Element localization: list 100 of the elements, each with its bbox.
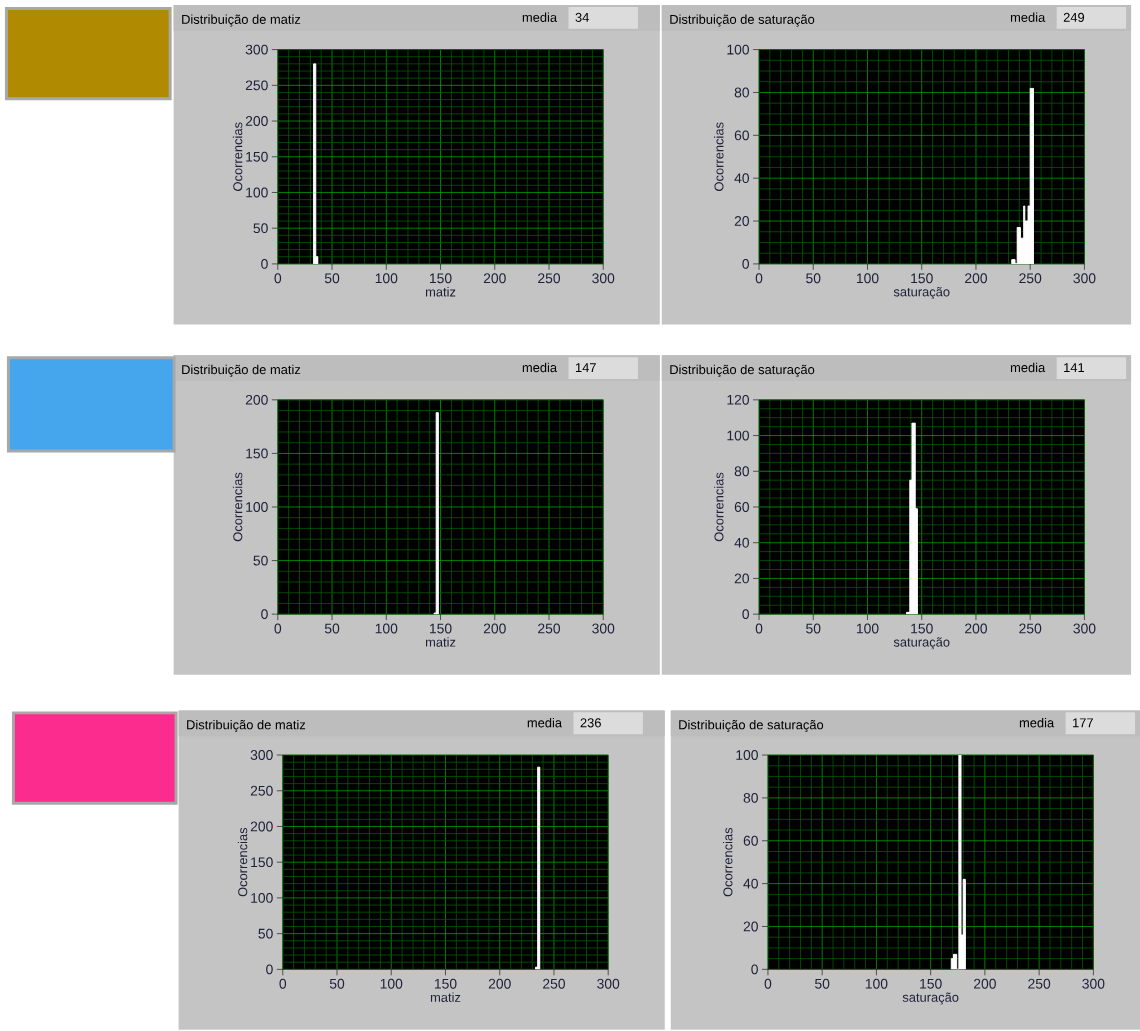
x-tick-label: 200 bbox=[483, 623, 506, 634]
text: 34 bbox=[575, 12, 589, 22]
y-axis-title: Ocorrencias bbox=[232, 122, 243, 191]
x-axis-title: matiz bbox=[425, 287, 456, 297]
y-tick-label: 0 bbox=[266, 964, 273, 975]
y-tick-label: 50 bbox=[253, 555, 268, 566]
text: media bbox=[1010, 12, 1046, 22]
y-tick-label: 0 bbox=[751, 964, 758, 975]
text: media bbox=[1010, 362, 1046, 373]
x-tick-label: 100 bbox=[380, 978, 403, 989]
x-tick-label: 300 bbox=[1073, 273, 1096, 284]
y-tick-label: 0 bbox=[261, 609, 268, 620]
x-tick-label: 50 bbox=[329, 978, 345, 989]
y-axis-title: Ocorrencias bbox=[714, 472, 724, 542]
y-tick-label: 100 bbox=[727, 430, 750, 441]
x-tick-label: 50 bbox=[815, 978, 830, 989]
x-tick-label: 50 bbox=[324, 623, 340, 634]
x-tick-label: 50 bbox=[806, 623, 821, 634]
y-tick-label: 50 bbox=[253, 223, 268, 234]
x-tick-label: 200 bbox=[965, 273, 988, 284]
y-tick-label: 250 bbox=[250, 785, 273, 796]
x-tick-label: 150 bbox=[429, 273, 452, 284]
x-tick-label: 300 bbox=[1073, 623, 1096, 634]
y-tick-label: 120 bbox=[727, 394, 750, 405]
text: media bbox=[522, 362, 558, 373]
x-tick-label: 300 bbox=[592, 623, 615, 634]
x-tick-label: 150 bbox=[920, 978, 942, 989]
y-axis-title: Ocorrencias bbox=[232, 472, 243, 542]
x-axis-title: saturação bbox=[902, 992, 959, 1005]
y-tick-label: 80 bbox=[743, 793, 758, 803]
y-tick-label: 60 bbox=[734, 130, 750, 141]
text: media bbox=[522, 12, 558, 22]
y-tick-label: 50 bbox=[258, 928, 273, 939]
y-tick-label: 40 bbox=[734, 173, 750, 184]
text: 141 bbox=[1064, 363, 1085, 373]
x-tick-label: 100 bbox=[375, 623, 398, 634]
x-tick-label: 300 bbox=[592, 273, 615, 284]
x-tick-label: 200 bbox=[974, 978, 996, 989]
y-tick-label: 0 bbox=[742, 609, 750, 620]
x-tick-label: 200 bbox=[483, 273, 506, 284]
y-tick-label: 100 bbox=[736, 750, 758, 761]
x-axis-title: saturação bbox=[893, 287, 950, 300]
y-tick-label: 80 bbox=[734, 466, 750, 477]
x-tick-label: 150 bbox=[911, 623, 933, 634]
x-tick-label: 0 bbox=[274, 623, 282, 634]
x-tick-label: 300 bbox=[1082, 978, 1105, 989]
chart-title: Distribuição de saturação bbox=[679, 719, 824, 733]
y-tick-label: 20 bbox=[734, 573, 750, 584]
text: 177 bbox=[1073, 718, 1093, 728]
x-axis-title: matiz bbox=[430, 992, 461, 1003]
y-axis-title: Ocorrencias bbox=[722, 827, 733, 897]
x-tick-label: 100 bbox=[865, 978, 888, 989]
x-tick-label: 200 bbox=[488, 978, 511, 989]
y-tick-label: 300 bbox=[245, 44, 268, 55]
y-tick-label: 100 bbox=[251, 893, 273, 903]
y-axis-title: Ocorrencias bbox=[714, 122, 724, 191]
text: 236 bbox=[580, 718, 601, 728]
y-tick-label: 200 bbox=[250, 821, 273, 832]
x-tick-label: 100 bbox=[856, 623, 879, 634]
x-tick-label: 300 bbox=[597, 978, 620, 989]
x-tick-label: 250 bbox=[1028, 978, 1051, 989]
chart-title: Distribuição de matiz bbox=[182, 14, 301, 27]
y-tick-label: 150 bbox=[251, 857, 273, 868]
x-tick-label: 250 bbox=[543, 978, 566, 989]
y-tick-label: 100 bbox=[246, 187, 268, 198]
text: 249 bbox=[1063, 12, 1085, 22]
y-tick-label: 200 bbox=[245, 116, 268, 127]
y-tick-label: 80 bbox=[734, 87, 750, 98]
x-axis-title: matiz bbox=[425, 637, 456, 647]
y-tick-label: 200 bbox=[245, 394, 268, 405]
y-tick-label: 0 bbox=[742, 259, 750, 269]
x-tick-label: 250 bbox=[1019, 623, 1042, 634]
chart-title: Distribuição de matiz bbox=[182, 364, 301, 377]
y-tick-label: 150 bbox=[246, 448, 268, 459]
text: media bbox=[1019, 717, 1055, 728]
y-tick-label: 100 bbox=[246, 502, 268, 512]
y-tick-label: 20 bbox=[734, 216, 750, 227]
chart-title: Distribuição de saturação bbox=[670, 364, 815, 377]
y-tick-label: 60 bbox=[743, 835, 758, 846]
y-tick-label: 250 bbox=[245, 80, 268, 91]
chart-title: Distribuição de saturação bbox=[670, 14, 815, 27]
text: media bbox=[527, 717, 563, 728]
text: 147 bbox=[575, 363, 596, 373]
y-tick-label: 300 bbox=[250, 750, 273, 761]
chart-title: Distribuição de matiz bbox=[187, 719, 306, 733]
y-axis-title: Ocorrencias bbox=[237, 827, 248, 897]
y-tick-label: 100 bbox=[727, 44, 750, 55]
x-tick-label: 0 bbox=[274, 273, 282, 284]
x-tick-label: 200 bbox=[965, 623, 988, 634]
y-tick-label: 60 bbox=[734, 502, 750, 512]
y-tick-label: 40 bbox=[743, 878, 758, 889]
x-tick-label: 100 bbox=[375, 273, 398, 284]
x-tick-label: 50 bbox=[806, 273, 821, 284]
x-tick-label: 250 bbox=[538, 273, 561, 284]
y-tick-label: 20 bbox=[743, 921, 758, 932]
y-tick-label: 150 bbox=[246, 151, 268, 162]
x-tick-label: 150 bbox=[911, 273, 933, 284]
y-tick-label: 0 bbox=[261, 259, 268, 269]
x-tick-label: 150 bbox=[434, 978, 457, 989]
x-axis-title: saturação bbox=[893, 637, 950, 650]
